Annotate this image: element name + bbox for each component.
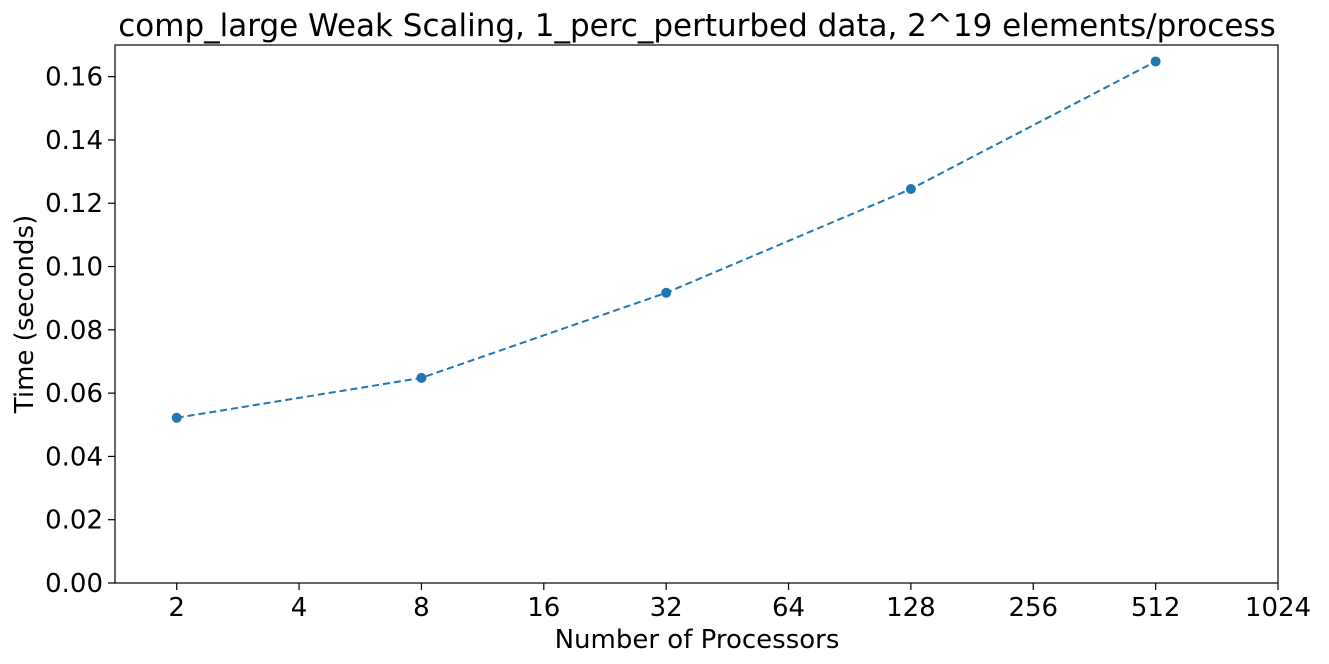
y-tick-label: 0.12 (45, 189, 103, 219)
x-tick-label: 64 (772, 593, 805, 623)
y-axis: 0.00 0.02 0.04 0.06 0.08 0.10 0.12 0.14 0.16 (45, 63, 115, 599)
x-tick-label: 512 (1131, 593, 1181, 623)
y-tick-label: 0.00 (45, 569, 103, 599)
y-tick-label: 0.16 (45, 63, 103, 93)
x-axis: 2 4 8 16 32 64 128 256 512 1024 (168, 583, 1311, 623)
x-tick-label: 4 (291, 593, 308, 623)
data-point (905, 183, 916, 194)
data-point (171, 412, 182, 423)
y-tick-label: 0.04 (45, 442, 103, 472)
y-tick-label: 0.10 (45, 253, 103, 283)
plot-frame (114, 44, 1279, 584)
x-tick-label: 1024 (1245, 593, 1311, 623)
y-tick-label: 0.14 (45, 126, 103, 156)
x-tick-label: 256 (1008, 593, 1058, 623)
x-tick-label: 32 (650, 593, 683, 623)
y-tick-label: 0.08 (45, 316, 103, 346)
x-tick-label: 8 (413, 593, 430, 623)
chart-title: comp_large Weak Scaling, 1_perc_perturbe… (118, 8, 1275, 44)
data-point (416, 372, 427, 383)
plot-series (171, 56, 1161, 423)
x-tick-label: 16 (527, 593, 560, 623)
y-tick-label: 0.02 (45, 506, 103, 536)
y-tick-label: 0.06 (45, 379, 103, 409)
series-line (176, 60, 1157, 419)
x-tick-label: 128 (886, 593, 936, 623)
x-tick-label: 2 (168, 593, 185, 623)
y-axis-label: Time (seconds) (10, 215, 40, 414)
data-point (1150, 56, 1161, 67)
data-point (661, 287, 672, 298)
x-axis-label: Number of Processors (555, 625, 840, 655)
